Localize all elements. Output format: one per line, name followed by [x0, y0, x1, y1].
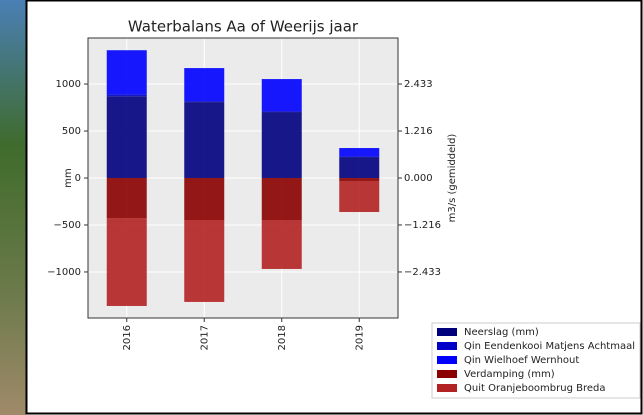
legend-label: Verdamping (mm): [464, 369, 555, 380]
y2-tick-label: −2.433: [404, 267, 441, 278]
y2-tick-label: 1.216: [404, 126, 433, 137]
legend-label: Neerslag (mm): [464, 327, 539, 338]
bar-segment: [262, 79, 302, 111]
legend-swatch: [437, 370, 457, 378]
legend-label: Quit Oranjeboombrug Breda: [464, 383, 606, 394]
legend-swatch: [437, 342, 457, 350]
bar-segment: [107, 178, 147, 218]
y-tick-label: 1000: [56, 79, 81, 90]
bar-segment: [107, 218, 147, 306]
y-tick-label: −500: [54, 220, 81, 231]
bar-segment: [184, 68, 224, 101]
background-photo: [0, 0, 26, 415]
y2-tick-label: −1.216: [404, 220, 441, 231]
bar-segment: [339, 181, 379, 212]
y-tick-label: 500: [62, 126, 81, 137]
bar-segment: [339, 148, 379, 157]
bar-segment: [262, 220, 302, 269]
bar-segment: [262, 111, 302, 112]
bar-segment: [184, 101, 224, 102]
bar-segment: [184, 178, 224, 220]
x-tick-label: 2018: [277, 325, 288, 350]
bar-segment: [339, 178, 379, 181]
bar-segment: [339, 157, 379, 178]
page: {"chart_data": {"type": "stacked_bar", "…: [0, 0, 643, 415]
bar-segment: [107, 50, 147, 94]
chart-title: Waterbalans Aa of Weerijs jaar: [128, 18, 359, 36]
legend-swatch: [437, 384, 457, 392]
legend-label: Qin Eendenkooi Matjens Achtmaal: [464, 341, 635, 352]
y2-tick-label: 2.433: [404, 79, 433, 90]
y2-axis-label: m3/s (gemiddeld): [447, 134, 458, 223]
legend-label: Qin Wielhoef Wernhout: [464, 355, 579, 366]
bar-segment: [107, 96, 147, 178]
bar-segment: [262, 112, 302, 178]
x-tick-label: 2017: [199, 325, 210, 350]
bar-segment: [184, 220, 224, 302]
y-tick-label: −1000: [47, 267, 81, 278]
y-axis-label: mm: [63, 168, 74, 187]
x-tick-label: 2019: [354, 325, 365, 350]
bar-segment: [107, 94, 147, 96]
x-tick-label: 2016: [122, 325, 133, 350]
y2-tick-label: 0.000: [404, 173, 433, 184]
legend-swatch: [437, 328, 457, 336]
bar-segment: [262, 178, 302, 220]
screen: Waterbalans Aa of Weerijs jaar mm m3/s (…: [0, 0, 643, 415]
y-tick-label: 0: [75, 173, 81, 184]
legend-swatch: [437, 356, 457, 364]
bar-segment: [184, 102, 224, 178]
